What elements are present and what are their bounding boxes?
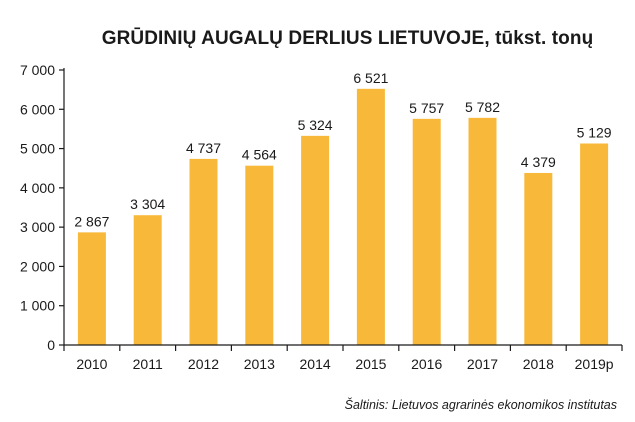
data-labels: 2 867 3 304 4 737 4 564 5 324 6 521 5 757 5 782… [74,70,611,230]
x-tick-label: 2012 [188,356,219,372]
bar-2019p [580,143,609,345]
x-tick-label: 2016 [411,356,442,372]
bar-2017 [468,117,497,345]
data-label: 4 564 [242,147,277,163]
x-tick-label: 2014 [300,356,331,372]
data-label: 4 737 [186,140,221,156]
y-tick-label: 2 000 [20,258,55,274]
chart-title: GRŪDINIŲ AUGALŲ DERLIUS LIETUVOJE, tūkst… [101,28,594,49]
bar-2011 [133,215,162,345]
y-axis: 0 1 000 2 000 3 000 4 000 5 000 6 000 7 000 [20,62,65,353]
bars [77,88,609,345]
x-axis: 2010 2011 2012 2013 2014 2015 2016 2017 2018 2019… [63,344,623,372]
x-tick-label: 2013 [244,356,275,372]
bar-2013 [245,165,274,345]
data-label: 4 379 [521,154,556,170]
y-tick-label: 3 000 [20,219,55,235]
y-tick-label: 4 000 [20,180,55,196]
data-label: 6 521 [353,70,388,86]
data-label: 2 867 [74,213,109,229]
data-label: 5 129 [577,125,612,141]
bar-2012 [189,158,218,345]
bar-2016 [412,118,441,345]
x-tick-label: 2019p [575,356,614,372]
x-tick-label: 2018 [523,356,554,372]
data-label: 5 782 [465,99,500,115]
data-label: 5 324 [298,117,333,133]
x-tick-label: 2017 [467,356,498,372]
data-label: 3 304 [130,196,165,212]
x-tick-label: 2011 [133,356,163,372]
source-note: Šaltinis: Lietuvos agrarinės ekonomikos … [344,398,617,412]
y-tick-label: 5 000 [20,141,55,157]
data-label: 5 757 [409,100,444,116]
x-tick-label: 2010 [76,356,107,372]
y-tick-label: 1 000 [20,298,55,314]
bar-2018 [524,172,553,345]
y-tick-label: 7 000 [20,62,55,78]
bar-2015 [356,88,385,345]
y-tick-label: 0 [47,337,55,353]
y-tick-label: 6 000 [20,101,55,117]
bar-2014 [301,135,330,345]
bar-2010 [77,232,106,345]
x-tick-label: 2015 [355,356,386,372]
